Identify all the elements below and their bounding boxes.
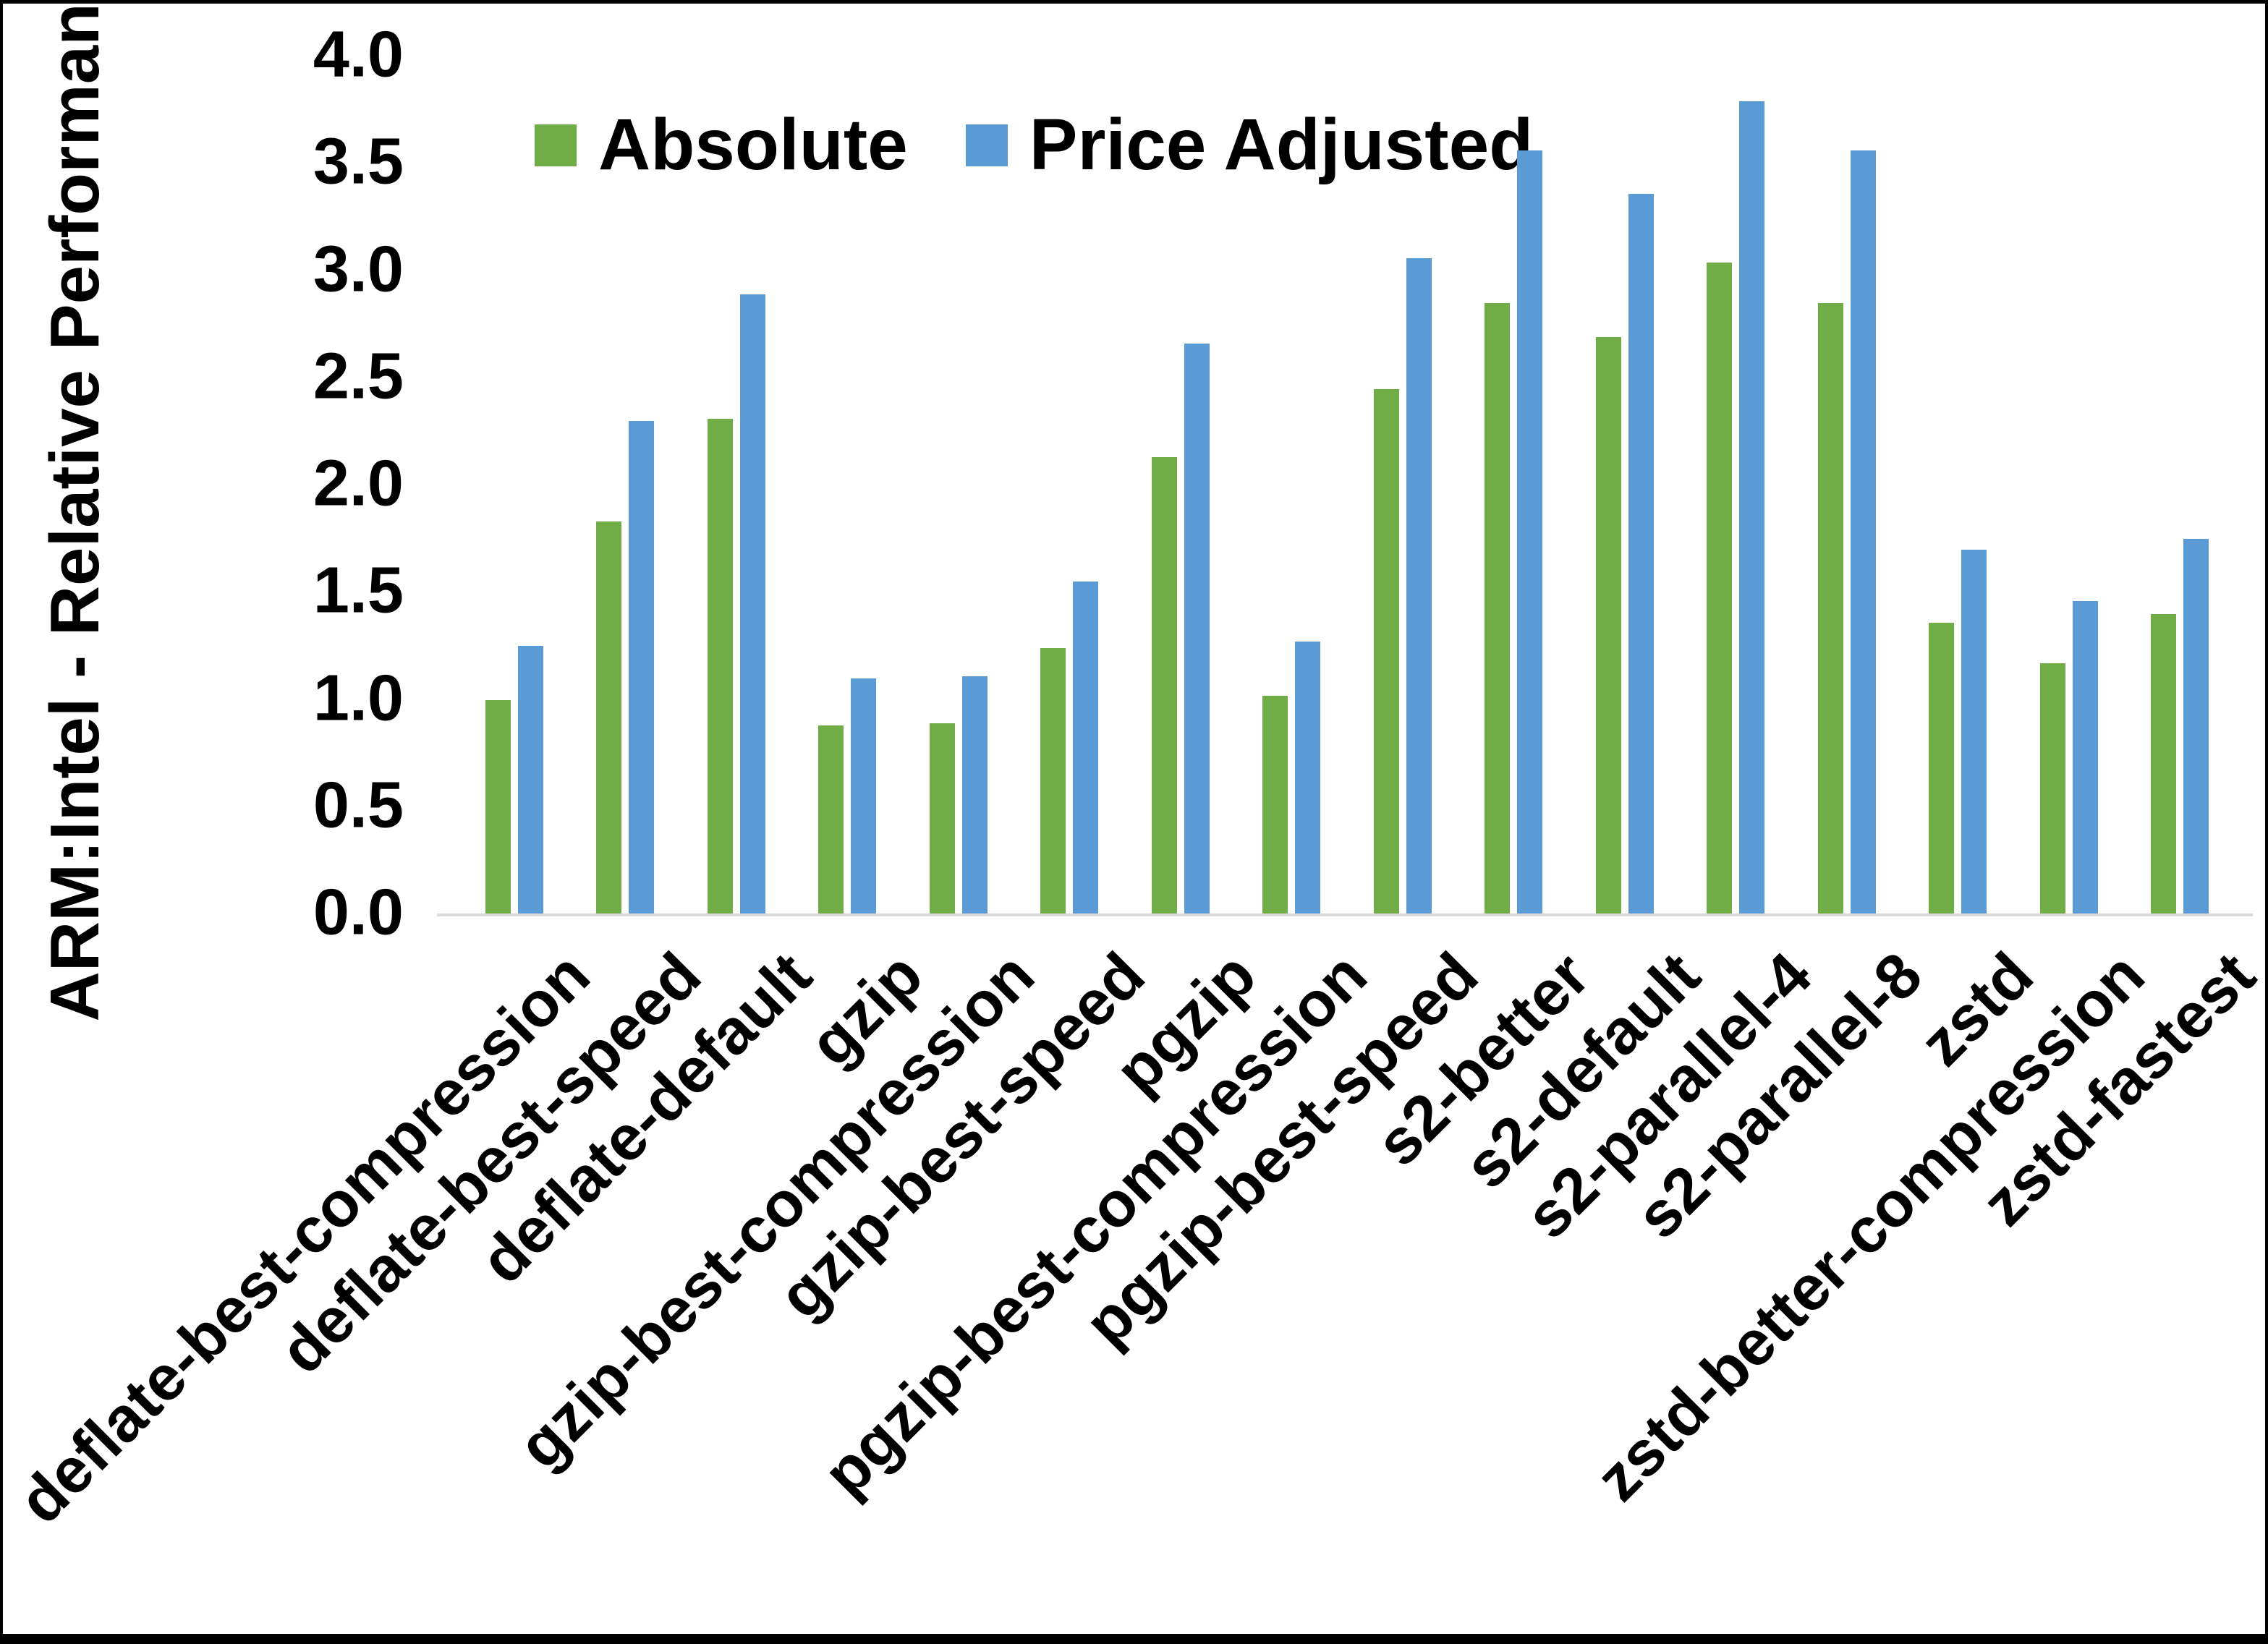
bar-absolute-deflate-best-compression (485, 699, 511, 914)
bar-absolute-zstd (1929, 622, 1955, 914)
bar-price-adjusted-s2-better (1517, 150, 1543, 914)
bar-price-adjusted-pgzip (1184, 344, 1210, 914)
bar-price-adjusted-gzip (851, 678, 877, 914)
bar-cluster-pgzip (1125, 56, 1236, 914)
bar-price-adjusted-zstd-better-compression (2072, 601, 2098, 914)
bar-absolute-pgzip (1151, 457, 1177, 914)
bar-price-adjusted-gzip-best-speed (1073, 582, 1099, 914)
y-tick-label: 0.0 (313, 876, 404, 949)
y-tick-label: 2.0 (313, 447, 404, 520)
bar-absolute-s2-parallel-4 (1707, 262, 1733, 914)
x-axis-line (437, 913, 2253, 916)
y-tick-label: 1.5 (313, 554, 404, 627)
bar-cluster-deflate-best-speed (570, 56, 681, 914)
bar-price-adjusted-s2-default (1628, 193, 1654, 914)
bar-absolute-deflate-default (707, 419, 733, 914)
bar-absolute-s2-better (1485, 302, 1511, 914)
legend: Absolute Price Adjusted (535, 103, 1533, 187)
bar-cluster-gzip (792, 56, 904, 914)
legend-swatch-price-adjusted-icon (965, 124, 1008, 166)
y-tick-label: 4.0 (313, 18, 404, 91)
bar-cluster-s2-parallel-8 (1791, 56, 1903, 914)
bar-absolute-zstd-fastest (2151, 613, 2177, 914)
bar-absolute-pgzip-best-compression (1262, 695, 1288, 914)
y-tick-label: 3.0 (313, 232, 404, 305)
bar-price-adjusted-deflate-best-speed (629, 421, 655, 914)
bar-cluster-pgzip-best-speed (1347, 56, 1458, 914)
bar-price-adjusted-deflate-best-compression (517, 646, 543, 914)
legend-label-absolute: Absolute (598, 104, 908, 185)
bar-absolute-deflate-best-speed (596, 521, 622, 914)
legend-swatch-absolute-icon (535, 124, 577, 166)
bar-price-adjusted-deflate-default (739, 294, 765, 914)
bar-cluster-zstd (1903, 56, 2014, 914)
bar-cluster-pgzip-best-compression (1236, 56, 1348, 914)
bar-absolute-gzip (818, 725, 844, 914)
bar-cluster-zstd-fastest (2125, 56, 2236, 914)
bar-cluster-s2-parallel-4 (1681, 56, 1792, 914)
bar-cluster-gzip-best-compression (903, 56, 1014, 914)
plot-area (459, 56, 2235, 914)
bar-cluster-zstd-better-compression (2013, 56, 2125, 914)
bar-absolute-zstd-better-compression (2039, 663, 2065, 914)
legend-item-price-adjusted: Price Adjusted (965, 103, 1534, 187)
bar-cluster-deflate-default (681, 56, 792, 914)
legend-item-absolute: Absolute (535, 103, 908, 187)
bar-price-adjusted-pgzip-best-speed (1406, 257, 1432, 914)
bar-absolute-pgzip-best-speed (1373, 388, 1399, 914)
bar-cluster-s2-better (1458, 56, 1570, 914)
bar-price-adjusted-zstd (1961, 549, 1987, 914)
bar-price-adjusted-pgzip-best-compression (1295, 642, 1321, 914)
y-tick-label: 3.5 (313, 125, 404, 198)
x-axis-category-labels: deflate-best-compression deflate-best-spe… (3, 4, 2265, 1634)
bar-price-adjusted-s2-parallel-8 (1850, 150, 1876, 914)
bar-cluster-gzip-best-speed (1014, 56, 1126, 914)
legend-label-price-adjusted: Price Adjusted (1029, 104, 1534, 185)
bar-price-adjusted-s2-parallel-4 (1739, 101, 1765, 914)
y-tick-label: 2.5 (313, 340, 404, 413)
bar-absolute-s2-default (1595, 337, 1621, 914)
bar-absolute-gzip-best-compression (929, 723, 955, 914)
bar-absolute-gzip-best-speed (1040, 648, 1066, 914)
y-tick-label: 1.0 (313, 661, 404, 734)
bar-cluster-s2-default (1569, 56, 1681, 914)
bar-price-adjusted-zstd-fastest (2183, 539, 2209, 914)
bar-price-adjusted-gzip-best-compression (961, 676, 988, 914)
y-axis-tick-labels: 0.0 0.5 1.0 1.5 2.0 2.5 3.0 3.5 4.0 (3, 4, 2265, 1634)
y-tick-label: 0.5 (313, 769, 404, 842)
bar-absolute-s2-parallel-8 (1817, 302, 1843, 914)
bar-cluster-deflate-best-compression (459, 56, 570, 914)
